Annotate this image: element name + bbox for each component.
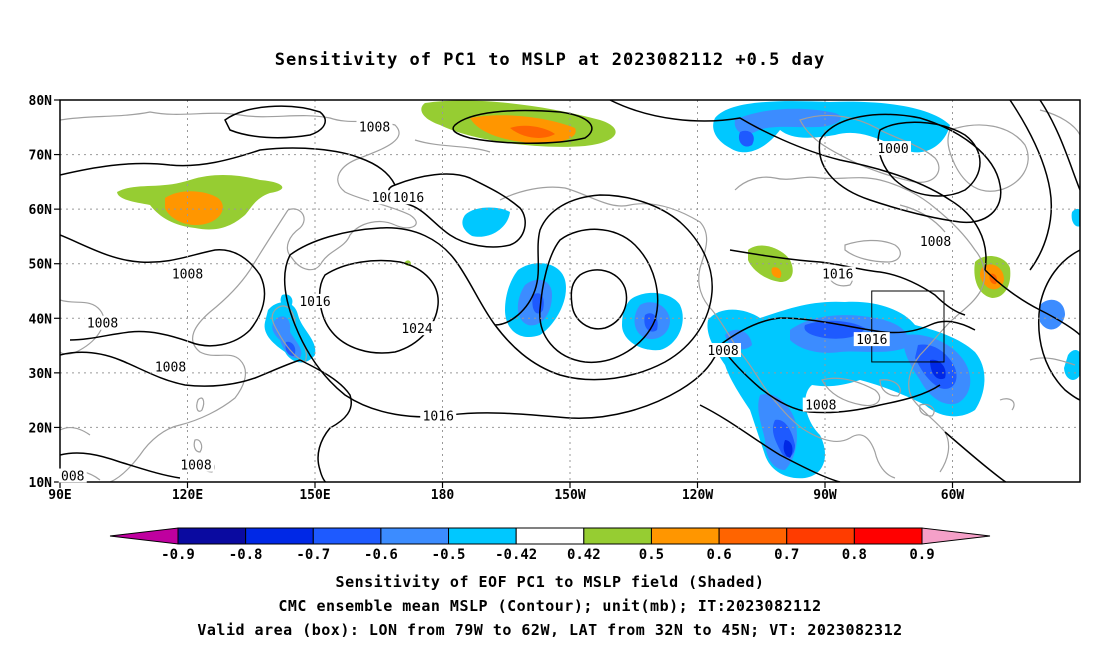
- contour-label: 1008: [359, 120, 390, 135]
- lat-tick-label: 30N: [29, 367, 53, 382]
- coastlines: [60, 109, 1080, 482]
- contour-label-bg: [875, 141, 911, 156]
- contour-label-bg: [802, 397, 839, 412]
- colorbar-box: [312, 527, 382, 545]
- contour-label-bg: [356, 119, 393, 134]
- colorbar-box: [718, 527, 788, 545]
- contour-label: 1008: [920, 235, 951, 250]
- contour-label-bg: [178, 457, 214, 472]
- contour-label: 1008: [87, 317, 118, 332]
- contour-label: 1000: [877, 142, 908, 157]
- contour-label: 1008: [172, 268, 203, 283]
- contour-label-bg: [705, 343, 741, 358]
- lat-tick-label: 40N: [29, 312, 53, 327]
- colorbar-tick-label: 0.42: [567, 547, 601, 563]
- contour-label: 1016: [423, 410, 454, 425]
- map-title: Sensitivity of PC1 to MSLP at 2023082112…: [274, 50, 826, 70]
- lon-tick-label: 60W: [941, 488, 965, 503]
- lat-tick-label: 60N: [29, 203, 53, 218]
- contour-label-bg: [58, 468, 87, 483]
- contour-label: 1016: [299, 295, 330, 310]
- lat-tick-label: 10N: [29, 476, 53, 491]
- lon-tick-label: 120W: [682, 488, 713, 503]
- contour-label-bg: [297, 293, 333, 308]
- lon-tick-label: 150E: [299, 488, 330, 503]
- colorbar-box: [650, 527, 720, 545]
- shaded-sensitivity: [117, 100, 1080, 479]
- colorbar-tick-label: -0.42: [495, 547, 537, 563]
- contour-label-bg: [169, 266, 206, 281]
- contour-label: 1008: [805, 399, 836, 414]
- caption-line-3: Valid area (box): LON from 79W to 62W, L…: [197, 621, 903, 639]
- colorbar-tick-label: -0.5: [432, 547, 466, 563]
- colorbar-box: [380, 527, 450, 545]
- contour-label-bg: [390, 190, 427, 205]
- colorbar-box: [245, 527, 314, 545]
- colorbar: -0.9 -0.8 -0.7 -0.6 -0.5 -0.42 0.42 0.5 0.6 0.7 0.…: [109, 527, 991, 563]
- contour-label-bg: [819, 266, 856, 281]
- contour-labels: 1008 1000 1008 1016 1008 1008 1016 1016 1008 1024…: [58, 119, 954, 485]
- colorbar-box: [515, 527, 585, 545]
- colorbar-tick-label: -0.6: [364, 547, 398, 563]
- colorbar-tick-label: 0.5: [639, 547, 664, 563]
- caption-line-1: Sensitivity of EOF PC1 to MSLP field (Sh…: [335, 573, 765, 591]
- mslp-contours: [60, 100, 1080, 482]
- contour-label-bg: [84, 315, 121, 330]
- lon-tick-labels: 90E 120E 150E 180 150W 120W 90W 60W: [48, 488, 964, 503]
- contour-label-bg: [853, 332, 890, 347]
- colorbar-tick-label: 0.7: [774, 547, 799, 563]
- lon-tick-label: 90E: [48, 488, 71, 503]
- colorbar-tick-label: -0.8: [229, 547, 263, 563]
- colorbar-right-extend: [921, 527, 991, 545]
- contour-label: 1008: [707, 344, 738, 359]
- colorbar-box: [448, 527, 517, 545]
- lat-tick-labels: 80N 70N 60N 50N 40N 30N 20N 10N: [29, 94, 53, 491]
- contour-label: 1008: [155, 360, 186, 375]
- colorbar-tick-label: -0.7: [296, 547, 330, 563]
- contour-label: 1016: [856, 333, 887, 348]
- lat-tick-label: 70N: [29, 149, 53, 164]
- colorbar-box: [786, 527, 855, 545]
- contour-label: 1024: [401, 322, 432, 337]
- colorbar-box: [853, 527, 923, 545]
- caption-line-2: CMC ensemble mean MSLP (Contour); unit(m…: [278, 597, 822, 615]
- lon-tick-label: 120E: [172, 488, 203, 503]
- colorbar-tick-label: 0.6: [706, 547, 731, 563]
- colorbar-tick-label: 0.9: [909, 547, 934, 563]
- contour-label-bg: [152, 359, 189, 374]
- contour-label: 1016: [393, 191, 424, 206]
- colorbar-box: [583, 527, 652, 545]
- valid-area-box: [871, 290, 945, 363]
- contour-label: 1008: [180, 459, 211, 474]
- gridlines: [60, 100, 1080, 482]
- axis-ticks: [54, 99, 954, 488]
- lon-tick-label: 150W: [554, 488, 585, 503]
- lon-tick-label: 90W: [813, 488, 837, 503]
- contour-label-bg: [399, 321, 435, 336]
- lat-tick-label: 20N: [29, 421, 53, 436]
- contour-label-bg: [917, 233, 954, 248]
- contour-label: 1016: [822, 268, 853, 283]
- colorbar-left-extend: [109, 527, 179, 545]
- lat-tick-label: 80N: [29, 94, 53, 109]
- colorbar-tick-label: -0.9: [161, 547, 195, 563]
- lat-tick-label: 50N: [29, 258, 53, 273]
- colorbar-tick-label: 0.8: [842, 547, 867, 563]
- lon-tick-label: 180: [431, 488, 455, 503]
- contour-label: 008: [61, 470, 84, 485]
- colorbar-box: [177, 527, 247, 545]
- contour-label-bg: [420, 408, 457, 423]
